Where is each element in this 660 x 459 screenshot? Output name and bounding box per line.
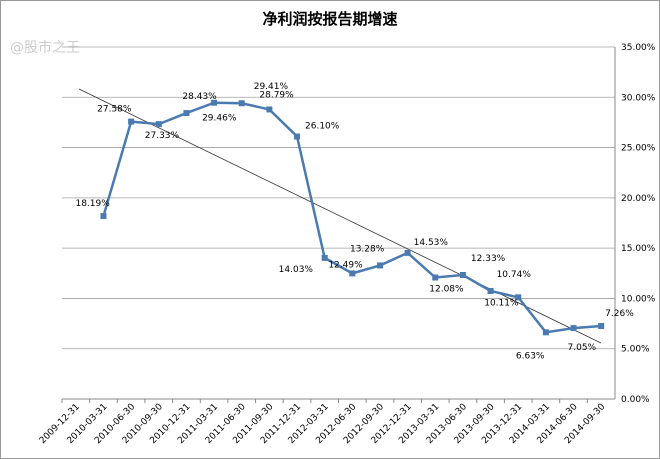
y-tick-label: 5.00% [621, 345, 650, 355]
data-point [321, 254, 328, 261]
y-tick-label: 0.00% [621, 395, 650, 405]
data-label: 6.63% [516, 351, 545, 361]
data-label: 12.08% [429, 285, 464, 295]
chart-title: 净利润按报告期增速 [262, 10, 397, 28]
data-point [294, 133, 301, 140]
data-label: 18.19% [75, 199, 110, 209]
data-label: 27.33% [145, 131, 180, 141]
data-point [100, 213, 107, 220]
data-label: 12.33% [471, 254, 506, 264]
data-label: 27.58% [97, 105, 132, 115]
data-label: 14.03% [279, 265, 314, 275]
data-label: 29.41% [254, 82, 289, 92]
data-label: 7.05% [568, 343, 597, 353]
data-label: 26.10% [305, 122, 340, 132]
data-point [515, 294, 522, 301]
y-tick-label: 30.00% [621, 93, 656, 103]
data-point [432, 274, 439, 281]
data-point [128, 118, 135, 125]
data-label: 28.79% [259, 90, 294, 100]
data-point [376, 262, 383, 269]
data-label: 12.49% [328, 260, 363, 270]
data-label: 10.11% [484, 298, 519, 308]
data-label: 29.46% [202, 114, 237, 124]
data-label: 7.26% [605, 309, 634, 319]
data-label: 10.74% [497, 270, 532, 280]
data-point [349, 270, 356, 277]
data-label: 13.28% [350, 244, 385, 254]
data-point [598, 322, 605, 329]
y-tick-label: 35.00% [621, 43, 656, 53]
data-point [211, 99, 218, 106]
trend-line [78, 88, 602, 344]
y-tick-label: 15.00% [621, 244, 656, 254]
data-point [570, 325, 577, 332]
data-label: 14.53% [414, 238, 449, 248]
data-point [183, 110, 190, 117]
watermark: @股市之王 [10, 39, 80, 56]
data-point [238, 100, 245, 107]
y-tick-label: 10.00% [621, 294, 656, 304]
data-point [404, 249, 411, 256]
data-point [487, 287, 494, 294]
data-point [266, 106, 273, 113]
data-point [459, 271, 466, 278]
data-label: 28.43% [182, 92, 217, 102]
y-tick-label: 20.00% [621, 194, 656, 204]
data-point [542, 329, 549, 336]
data-point [155, 121, 162, 128]
y-tick-label: 25.00% [621, 144, 656, 154]
